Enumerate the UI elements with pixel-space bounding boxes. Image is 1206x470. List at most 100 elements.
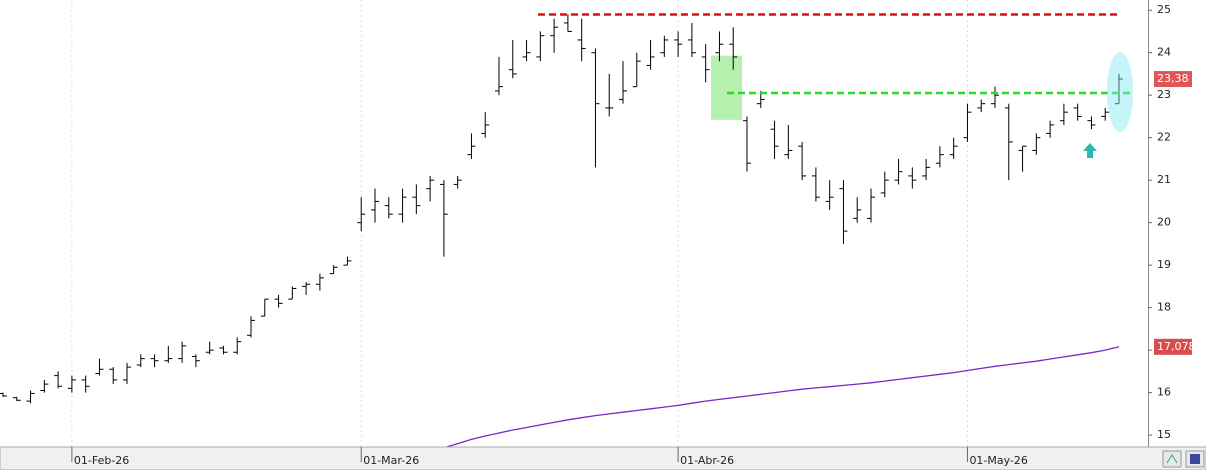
- ohlc-bar: [1101, 107, 1110, 121]
- ohlc-bar: [453, 175, 462, 189]
- y-tick-label: 22: [1157, 131, 1171, 144]
- ohlc-bar: [1018, 145, 1027, 172]
- ohlc-bar: [329, 265, 338, 275]
- price-tag: [1154, 71, 1192, 88]
- ohlc-bar: [1073, 103, 1082, 121]
- x-tick-label: 01-Abr-26: [680, 454, 734, 467]
- ohlc-bar: [894, 158, 903, 185]
- ohlc-bar: [205, 341, 214, 355]
- ohlc-bar: [715, 31, 724, 62]
- price-tag-label: 17,078: [1157, 340, 1196, 353]
- y-tick-label: 21: [1157, 173, 1171, 186]
- ohlc-bar: [398, 188, 407, 223]
- ohlc-bar: [191, 354, 200, 368]
- moving-average-line: [444, 346, 1120, 447]
- zone: [711, 55, 742, 120]
- ohlc-bar: [495, 56, 503, 96]
- ohlc-bar: [384, 197, 393, 219]
- y-tick-label: 23: [1157, 88, 1171, 101]
- ohlc-bar: [315, 273, 324, 291]
- ohlc-bar: [867, 188, 875, 223]
- ohlc-bar: [743, 116, 751, 172]
- zoom-button[interactable]: [1162, 450, 1182, 468]
- ohlc-bar: [591, 48, 600, 168]
- ohlc-bar: [260, 298, 269, 317]
- ohlc-bar: [963, 103, 972, 142]
- ohlc-bar: [784, 124, 793, 159]
- ohlc-bar: [302, 282, 311, 295]
- ohlc-bar: [109, 367, 118, 385]
- ohlc-bar: [1115, 73, 1123, 105]
- ohlc-bar: [343, 256, 352, 266]
- ohlc-bar: [798, 141, 807, 181]
- ohlc-bar: [922, 158, 931, 181]
- ohlc-bar: [178, 341, 187, 363]
- x-tick-label: 01-Mar-26: [363, 454, 419, 467]
- ohlc-bar: [81, 375, 90, 393]
- ohlc-bar: [274, 294, 283, 308]
- plot-area: [0, 0, 1133, 447]
- ohlc-bar: [481, 112, 490, 138]
- highlight-ellipse: [1107, 52, 1133, 132]
- ohlc-bar: [150, 354, 159, 368]
- y-tick-label: 20: [1157, 216, 1171, 229]
- ohlc-bar: [1004, 103, 1013, 181]
- ohlc-bar: [646, 39, 655, 70]
- zoom-icon: [1166, 454, 1178, 464]
- ohlc-bar: [825, 180, 834, 210]
- ohlc-bar: [95, 358, 104, 376]
- ohlc-bar: [660, 35, 669, 57]
- ohlc-bar: [550, 18, 559, 53]
- ohlc-bar: [632, 52, 641, 88]
- ohlc-bar: [288, 286, 297, 300]
- y-tick-label: 15: [1157, 428, 1171, 441]
- ohlc-bar: [123, 362, 131, 385]
- ohlc-bar: [67, 375, 76, 393]
- ohlc-bar: [674, 31, 683, 57]
- ohlc-bar: [536, 31, 545, 62]
- ohlc-bar: [0, 392, 7, 397]
- ohlc-bar: [1032, 133, 1041, 155]
- ohlc-bar: [12, 396, 21, 402]
- up-arrow: [1083, 143, 1097, 158]
- ohlc-bar: [247, 316, 255, 338]
- y-tick-label: 24: [1157, 46, 1171, 59]
- ohlc-bar: [508, 39, 517, 79]
- ohlc-bar: [687, 22, 696, 57]
- toolbar-icons[interactable]: [1162, 450, 1205, 468]
- ohlc-bar: [563, 14, 572, 32]
- x-tick-label: 01-May-26: [969, 454, 1027, 467]
- ohlc-bar: [467, 133, 476, 159]
- ohlc-bar: [701, 44, 710, 83]
- ohlc-bar: [935, 146, 944, 168]
- y-tick-label: 18: [1157, 301, 1171, 314]
- ohlc-bar: [770, 120, 779, 159]
- y-tick-label: 25: [1157, 3, 1171, 16]
- y-tick-label: 19: [1157, 258, 1171, 271]
- x-tick-label: 01-Feb-26: [74, 454, 129, 467]
- ohlc-bar: [40, 379, 49, 393]
- save-icon: [1190, 454, 1200, 464]
- ohlc-bar: [1059, 103, 1068, 125]
- ohlc-bar: [605, 73, 614, 117]
- ohlc-bar: [219, 345, 228, 355]
- ohlc-bar: [426, 175, 435, 202]
- ohlc-bar: [522, 39, 531, 62]
- price-tag: [1154, 338, 1192, 355]
- ohlc-bar: [26, 390, 35, 404]
- ohlc-bar: [811, 167, 820, 202]
- ohlc-bar: [1046, 120, 1055, 138]
- ohlc-bar: [577, 18, 586, 62]
- ohlc-bar: [412, 184, 421, 215]
- ohlc-bar: [136, 354, 145, 368]
- ohlc-bar: [619, 61, 627, 104]
- ohlc-bar: [371, 188, 379, 223]
- y-tick-label: 16: [1157, 386, 1171, 399]
- ohlc-bar: [54, 371, 63, 389]
- ohlc-bar: [880, 171, 889, 198]
- x-axis-strip: [0, 446, 1206, 470]
- ohlc-bar: [233, 337, 242, 355]
- ohlc-bar: [164, 345, 173, 363]
